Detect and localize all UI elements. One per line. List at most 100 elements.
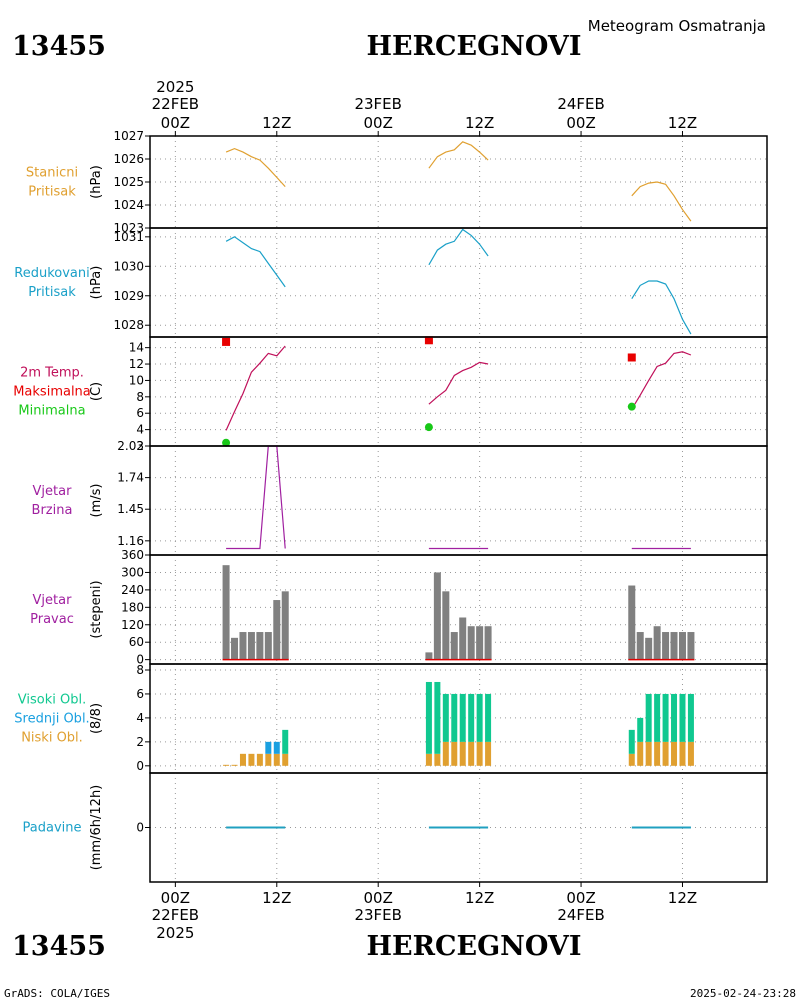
wind-dir-bar [636,632,644,660]
x-date-bottom: 23FEB [354,906,401,924]
wind-dir-bar [645,637,653,660]
cloud-bar-high [671,693,678,742]
y-tick-label: 0 [136,821,144,835]
cloud-bar-high [459,693,466,742]
y-tick-label: 14 [129,341,144,355]
cloud-bar-low [265,753,272,766]
y-tick-label: 1027 [113,129,144,143]
y-tick-label: 4 [136,423,144,437]
panel-precipitation: 0 Padavine (mm/6h/12h) [23,772,768,883]
x-hour-bottom: 00Z [364,889,393,907]
y-tick-label: 6 [136,406,144,420]
tmax-marker [424,336,433,345]
x-date-top: 23FEB [354,95,401,113]
cloud-bar-high [654,693,661,742]
y-tick-label: 1031 [113,230,144,244]
y-tick-label: 12 [129,357,144,371]
cloud-bar-low [628,753,635,766]
wind-dir-bar [450,632,458,660]
y-axis-label: (m/s) [89,484,104,518]
wind-dir-bar [239,632,247,660]
wind-dir-bar [628,585,636,660]
y-tick-label: 240 [121,583,144,597]
cloud-bar-low [679,741,686,766]
panel-label: Vjetar [33,593,73,608]
cloud-bar-high [442,693,449,742]
y-axis-label: (8/8) [89,703,104,734]
cloud-bar-low [654,741,661,766]
panel-label: Niski Obl. [21,731,83,746]
cloud-bar-high [434,681,441,754]
y-tick-label: 1026 [113,152,144,166]
cloud-bar-low [687,741,694,766]
panel-temperature: 2 4 6 8 10 12 14 2m Temp. Maksimalna Minimalna (C) [13,336,768,453]
panel-label: Brzina [32,503,73,518]
series-line [631,351,692,410]
series-line [225,236,286,288]
cloud-bar-low [239,753,246,766]
cloud-bar-high [679,693,686,742]
y-tick-label: 60 [129,635,144,649]
wind-dir-bar [256,632,264,660]
panel-frame [149,227,768,338]
cloud-bar-low [248,753,255,766]
panel-frame [149,135,768,229]
series-line [428,228,489,266]
y-tick-label: 1025 [113,175,144,189]
cloud-bar-mid [265,741,272,754]
wind-dir-bar [433,572,441,660]
wind-dir-bar [670,632,678,660]
cloud-bar-low [476,741,483,766]
x-date-bottom: 22FEB [152,906,199,924]
station-name-bottom: HERCEGNOVI [367,931,582,962]
cloud-bar-low [425,753,432,766]
series-line [631,280,692,335]
x-noon-top: 12Z [668,114,697,132]
y-tick-label: 1030 [113,259,144,273]
x-noon-top: 12Z [262,114,291,132]
y-tick-label: 2 [136,735,144,749]
y-tick-label: 1023 [113,221,144,235]
wind-dir-bar [678,632,686,660]
station-id-top: 13455 [12,31,106,62]
y-tick-label: 0 [136,759,144,773]
tmax-marker [627,353,636,362]
panel-wind_direction: 0 60 120 180 240 300 360 Vjetar Pravac (stepeni) [30,548,768,667]
wind-dir-bar [264,632,272,660]
y-tick-label: 0 [136,653,144,667]
x-date-top: 24FEB [557,95,604,113]
cloud-bar-low [256,753,263,766]
x-noon-bottom: 12Z [668,889,697,907]
y-tick-label: 300 [121,565,144,579]
panel-label: Redukovani [14,266,89,281]
cloud-bar-high [645,693,652,742]
y-tick-label: 8 [136,390,144,404]
wind-dir-bar [273,600,281,660]
x-date-bottom: 24FEB [557,906,604,924]
panel-label: Stanicni [26,166,78,181]
tmin-marker [627,402,636,411]
footer-credit: GrADS: COLA/IGES [4,987,110,1000]
x-year-top: 2025 [156,78,194,96]
y-tick-label: 2.03 [117,439,144,453]
footer-timestamp: 2025-02-24-23:28 [690,987,796,1000]
y-tick-label: 6 [136,687,144,701]
station-name-top: HERCEGNOVI [367,31,582,62]
x-hour-top: 00Z [566,114,595,132]
wind-dir-bar [653,626,661,660]
y-tick-label: 8 [136,663,144,677]
cloud-bar-empty [231,764,238,766]
panel-cloud_cover: 0 2 4 6 8 Visoki Obl. Srednji Obl. Niski Obl. (8… [14,663,768,774]
y-axis-label: (C) [89,382,104,401]
tmax-marker [222,337,231,346]
cloud-bar-empty [223,764,230,766]
panel-station_pressure: 1023 1024 1025 1026 1027 Stanicni Pritisak (hPa… [26,129,768,235]
y-tick-label: 1.74 [117,471,144,485]
wind-dir-bar [442,591,450,660]
panel-label: Vjetar [33,484,73,499]
cloud-bar-low [451,741,458,766]
x-noon-bottom: 12Z [465,889,494,907]
y-tick-label: 4 [136,711,144,725]
wind-dir-bar [281,591,289,660]
